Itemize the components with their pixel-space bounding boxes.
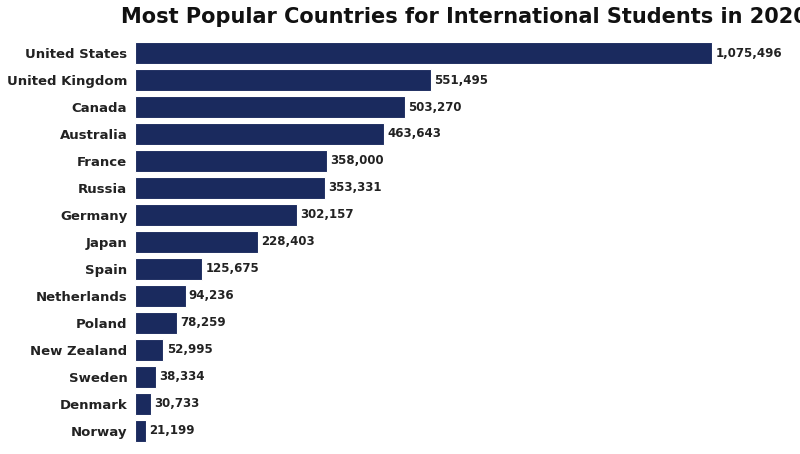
Text: 30,733: 30,733 [154,397,200,410]
Bar [135,420,146,442]
Bar [135,258,202,280]
Text: 1,075,496: 1,075,496 [715,46,782,59]
Bar [135,366,155,388]
Bar [135,231,258,253]
Bar [135,393,151,415]
Text: 463,643: 463,643 [387,128,441,140]
Bar [135,96,405,118]
Title: Most Popular Countries for International Students in 2020: Most Popular Countries for International… [121,7,800,27]
Text: 21,199: 21,199 [150,424,195,437]
Bar [135,42,712,64]
Bar [135,150,327,172]
Bar [135,312,177,334]
Text: 94,236: 94,236 [189,289,234,302]
Bar [135,339,163,361]
Bar [135,123,384,145]
Text: 503,270: 503,270 [408,100,462,114]
Text: 353,331: 353,331 [328,182,382,194]
Text: 358,000: 358,000 [330,154,384,168]
Text: 38,334: 38,334 [158,370,204,383]
Text: 125,675: 125,675 [206,262,259,276]
Bar [135,69,431,91]
Bar [135,285,186,307]
Text: 52,995: 52,995 [166,343,212,356]
Bar [135,204,297,226]
Bar [135,177,325,199]
Text: 78,259: 78,259 [180,316,226,330]
Text: 551,495: 551,495 [434,74,488,87]
Text: 302,157: 302,157 [300,208,354,222]
Text: 228,403: 228,403 [261,236,314,248]
